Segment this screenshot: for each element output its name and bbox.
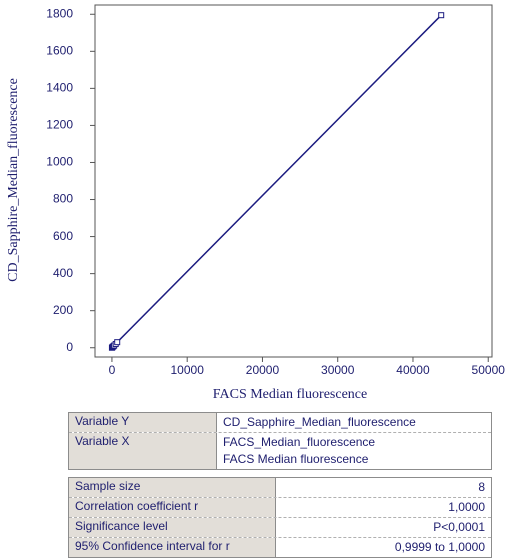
- point: [114, 339, 121, 346]
- x-tick-label: 0: [109, 363, 116, 377]
- y-tick-label: 600: [53, 229, 73, 243]
- table-row: Correlation coefficient r 1,0000: [69, 498, 491, 518]
- stats-table: Sample size 8 Correlation coefficient r 1,0…: [68, 477, 492, 558]
- stats-table: Variable Y CD_Sapphire_Median_fluorescenc…: [68, 412, 492, 470]
- x-tick-label: 30000: [321, 363, 355, 377]
- x-tick-label: 10000: [171, 363, 205, 377]
- table-row: Variable X FACS_Median_fluorescence FACS M…: [69, 433, 491, 469]
- row-value: FACS_Median_fluorescence FACS Median fluo…: [217, 433, 491, 469]
- y-tick-label: 400: [53, 266, 73, 280]
- row-value: 1,0000: [276, 498, 491, 517]
- y-tick-label: 1600: [46, 43, 73, 57]
- x-axis-label: FACS Median fluorescence: [213, 387, 367, 402]
- x-tick-label: 40000: [396, 363, 430, 377]
- value-text: CD_Sapphire_Median_fluorescence: [223, 415, 416, 429]
- chart: FACS Median fluorescence CD_Sapphire_Med…: [6, 4, 506, 402]
- value-text: FACS_Median_fluorescence: [223, 435, 376, 449]
- row-value: 0,9999 to 1,0000: [276, 538, 491, 557]
- table-row: Variable Y CD_Sapphire_Median_fluorescenc…: [69, 413, 491, 433]
- fit-line: [111, 14, 442, 349]
- value-text: FACS Median fluorescence: [223, 452, 369, 466]
- y-axis-label: CD_Sapphire_Median_fluorescence: [6, 78, 21, 282]
- row-label: Variable Y: [69, 413, 217, 432]
- value-text: P<0,0001: [433, 520, 485, 534]
- row-label: Sample size: [69, 478, 276, 497]
- y-tick-label: 200: [53, 303, 73, 317]
- value-text: 1,0000: [448, 500, 485, 514]
- value-text: 8: [478, 480, 485, 494]
- plot-frame: [94, 4, 493, 358]
- y-tick-label: 1200: [46, 118, 73, 132]
- y-tick-label: 1000: [46, 155, 73, 169]
- table-row: 95% Confidence interval for r 0,9999 to 1…: [69, 538, 491, 557]
- point: [438, 12, 445, 19]
- x-tick-label: 20000: [246, 363, 280, 377]
- table-row: Significance level P<0,0001: [69, 518, 491, 538]
- row-label: Correlation coefficient r: [69, 498, 276, 517]
- row-value: CD_Sapphire_Median_fluorescence: [217, 413, 491, 432]
- y-tick-label: 800: [53, 192, 73, 206]
- y-tick-label: 1400: [46, 81, 73, 95]
- x-tick-label: 50000: [472, 363, 506, 377]
- y-tick-label: 0: [66, 340, 73, 354]
- row-label: Variable X: [69, 433, 217, 469]
- row-value: 8: [276, 478, 491, 497]
- table-row: Sample size 8: [69, 478, 491, 498]
- row-label: 95% Confidence interval for r: [69, 538, 276, 557]
- row-value: P<0,0001: [276, 518, 491, 537]
- y-tick-label: 1800: [46, 6, 73, 20]
- row-label: Significance level: [69, 518, 276, 537]
- value-text: 0,9999 to 1,0000: [394, 540, 485, 554]
